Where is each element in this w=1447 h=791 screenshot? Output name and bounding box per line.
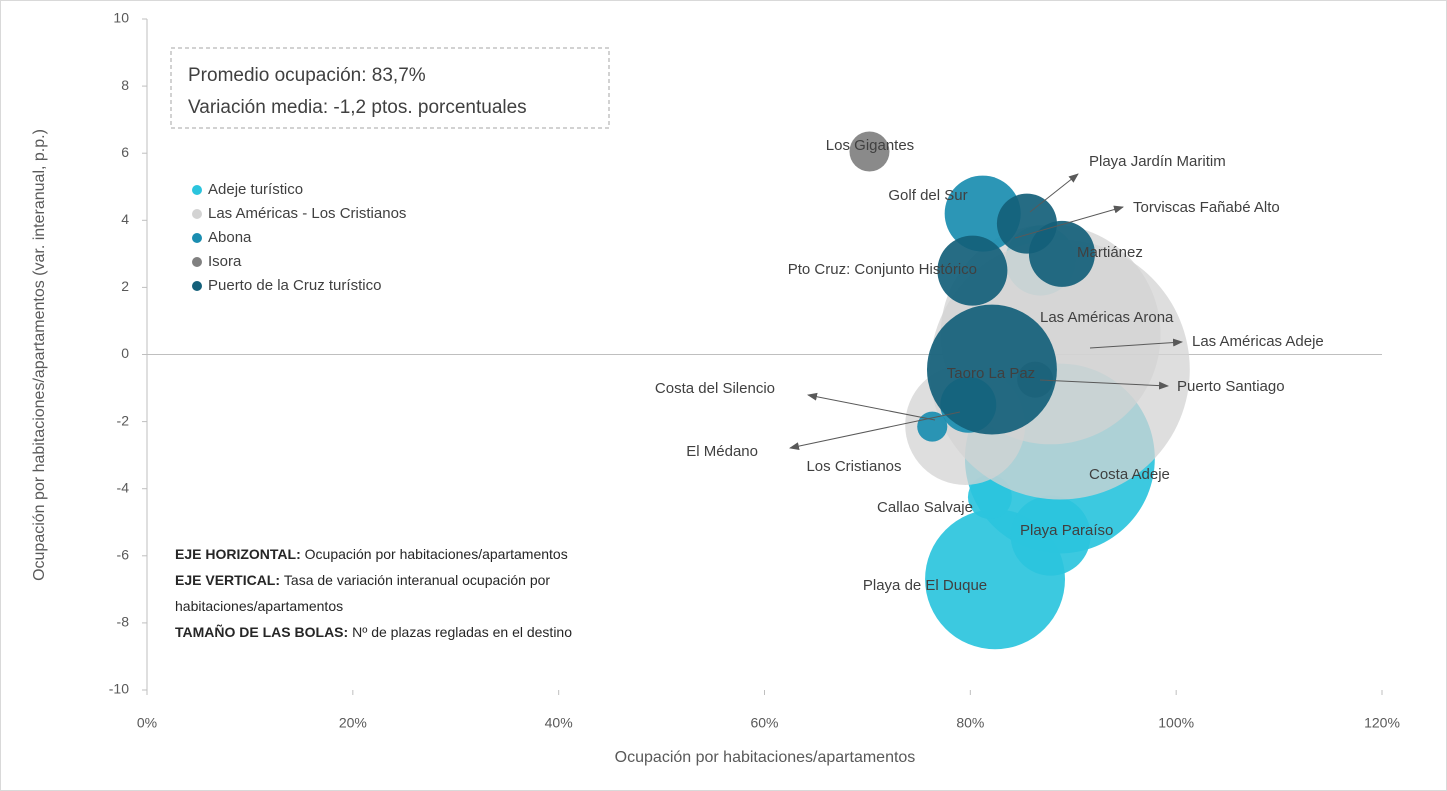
label-arrow [1029,173,1079,213]
note-text: Tasa de variación interanual ocupación p… [284,572,551,588]
bubble [849,131,890,172]
x-tick-label: 60% [750,715,778,731]
note-text: Ocupación por habitaciones/apartamentos [305,546,568,562]
legend-marker [192,233,202,243]
label-arrow [1089,338,1183,349]
y-tick-label: -8 [117,614,130,630]
note: habitaciones/apartamentos [175,598,343,614]
bubble-labels: Costa Adeje Playa de El Duque Playa Paraís… [655,137,1324,594]
bubble-label: Las Américas Arona [1040,309,1174,326]
bubble-label: Playa Paraíso [1020,522,1113,539]
stats-box [170,47,610,129]
label-arrow [807,392,936,421]
stats-text: Promedio ocupación: 83,7% [188,65,426,86]
bubble-label: Puerto Santiago [1177,378,1285,395]
legend-marker [192,185,202,195]
note: EJE VERTICAL: Tasa de variación interanu… [175,572,550,588]
label-arrow [1014,205,1124,239]
bubble [926,304,1057,435]
bubble-label: Taoro La Paz [947,365,1035,382]
x-tick-label: 0% [137,715,157,731]
x-tick-label: 100% [1158,715,1194,731]
note-text: habitaciones/apartamentos [175,598,343,614]
y-tick-label: -6 [117,547,130,563]
x-tick-label: 80% [956,715,984,731]
bubble-label: Golf del Sur [888,187,967,204]
legend-label: Abona [208,229,252,246]
bubble-label: Torviscas Fañabé Alto [1133,199,1280,216]
bubble [1028,220,1095,287]
bubble [937,235,1008,306]
bubbles [849,131,1190,650]
note: EJE HORIZONTAL: Ocupación por habitacion… [175,546,568,562]
legend-marker [192,281,202,291]
legend-marker [192,209,202,219]
y-tick-label: 10 [113,10,129,26]
legend-label: Isora [208,253,242,270]
legend-label: Puerto de la Cruz turístico [208,277,381,294]
stats-text: Variación media: -1,2 ptos. porcentuales [188,97,527,118]
bubble-label: Costa del Silencio [655,380,775,397]
note-text: Nº de plazas regladas en el destino [352,624,572,640]
y-tick-label: 2 [121,278,129,294]
bubble [1010,495,1091,576]
bubble-label: El Médano [686,443,758,460]
label-arrow [789,411,961,451]
bubble-label: Callao Salvaje [877,499,973,516]
note: TAMAÑO DE LAS BOLAS: Nº de plazas reglad… [175,623,572,640]
bubble [967,475,1012,520]
y-tick-label: 4 [121,211,129,227]
note-bold: TAMAÑO DE LAS BOLAS: [175,623,348,640]
bubble-label: Playa de El Duque [863,577,987,594]
bubble-label: Costa Adeje [1089,466,1170,483]
y-tick-label: 0 [121,345,129,361]
y-tick-label: -2 [117,412,130,428]
x-tick-label: 40% [545,715,573,731]
x-axis-label: Ocupación por habitaciones/apartamentos [615,749,916,766]
label-arrow [1039,379,1169,390]
bubble-label: Martiánez [1077,244,1143,261]
bubble-label: Playa Jardín Maritim [1089,153,1226,170]
bubble-label: Los Cristianos [806,458,901,475]
legend-label: Las Américas - Los Cristianos [208,205,406,222]
legend-label: Adeje turístico [208,181,303,198]
note-bold: EJE HORIZONTAL: [175,546,301,562]
bubble-label: Las Américas Adeje [1192,333,1324,350]
x-tick-label: 120% [1364,715,1400,731]
bubble-label: Pto Cruz: Conjunto Histórico [788,261,977,278]
y-tick-label: 8 [121,77,129,93]
y-tick-label: 6 [121,144,129,160]
legend-marker [192,257,202,267]
note-bold: EJE VERTICAL: [175,572,280,588]
bubble-label: Los Gigantes [826,137,914,154]
x-tick-label: 20% [339,715,367,731]
y-tick-label: -4 [117,479,130,495]
y-axis-label: Ocupación por habitaciones/apartamentos … [31,129,48,581]
y-tick-label: -10 [109,681,129,697]
